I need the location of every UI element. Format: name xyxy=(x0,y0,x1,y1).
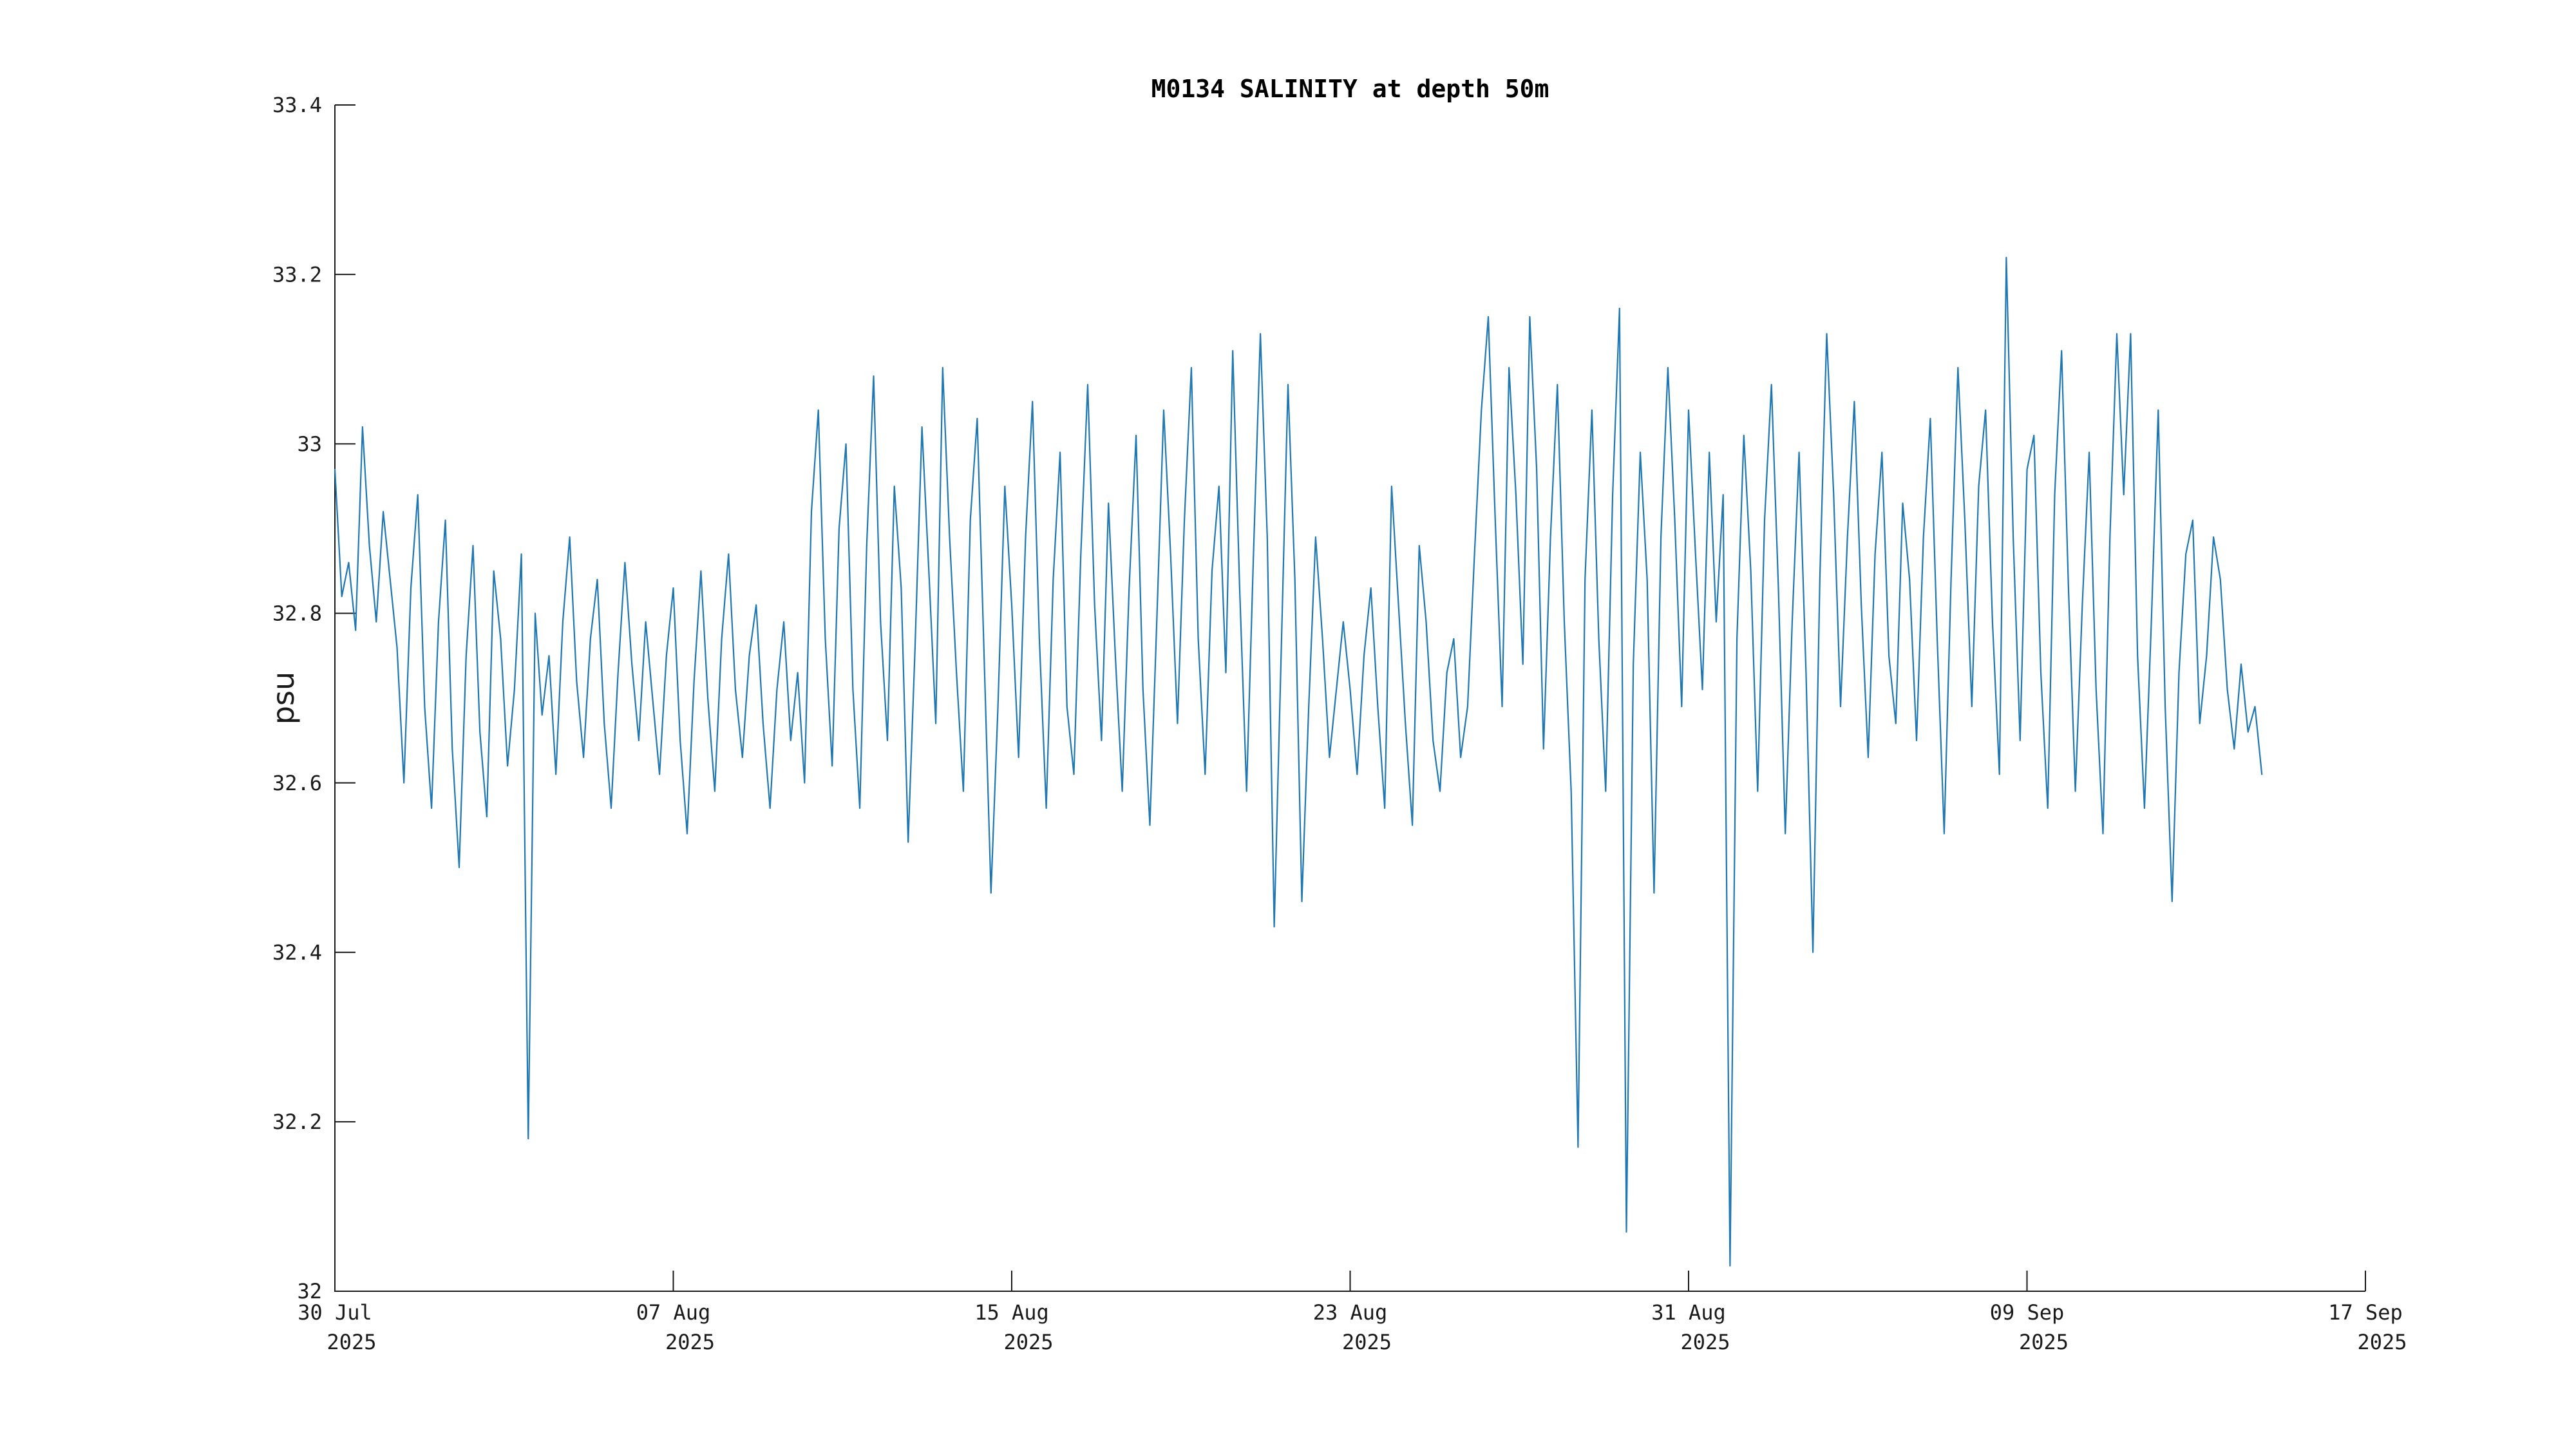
y-tick-label: 32.2 xyxy=(272,1110,322,1134)
x-tick-label-year: 2025 xyxy=(327,1330,376,1354)
x-tick-label-year: 2025 xyxy=(1680,1330,1730,1354)
y-axis-label: psu xyxy=(266,671,301,725)
x-tick-label-date: 17 Sep xyxy=(2328,1300,2403,1325)
salinity-line xyxy=(334,256,2263,1267)
y-tick-label: 32 xyxy=(297,1279,322,1303)
y-tick-label: 32.6 xyxy=(272,771,322,795)
y-tick-label: 33.4 xyxy=(272,93,322,117)
y-tick-label: 33.2 xyxy=(272,262,322,287)
x-tick-label-date: 30 Jul xyxy=(298,1300,372,1325)
x-tick-label-year: 2025 xyxy=(665,1330,715,1354)
x-tick-label-date: 07 Aug xyxy=(636,1300,711,1325)
x-tick-label-date: 09 Sep xyxy=(1990,1300,2065,1325)
x-tick-label-date: 23 Aug xyxy=(1313,1300,1388,1325)
y-tick-label: 32.8 xyxy=(272,601,322,626)
x-tick-label-year: 2025 xyxy=(1003,1330,1053,1354)
chart-title: M0134 SALINITY at depth 50m xyxy=(1151,75,1549,103)
x-tick-label-date: 15 Aug xyxy=(974,1300,1049,1325)
x-tick-label-year: 2025 xyxy=(2019,1330,2069,1354)
y-tick-label: 32.4 xyxy=(272,940,322,965)
y-tick-label: 33 xyxy=(297,431,322,456)
x-tick-label-year: 2025 xyxy=(1342,1330,1392,1354)
x-tick-label-year: 2025 xyxy=(2357,1330,2407,1354)
x-tick-label-date: 31 Aug xyxy=(1651,1300,1726,1325)
